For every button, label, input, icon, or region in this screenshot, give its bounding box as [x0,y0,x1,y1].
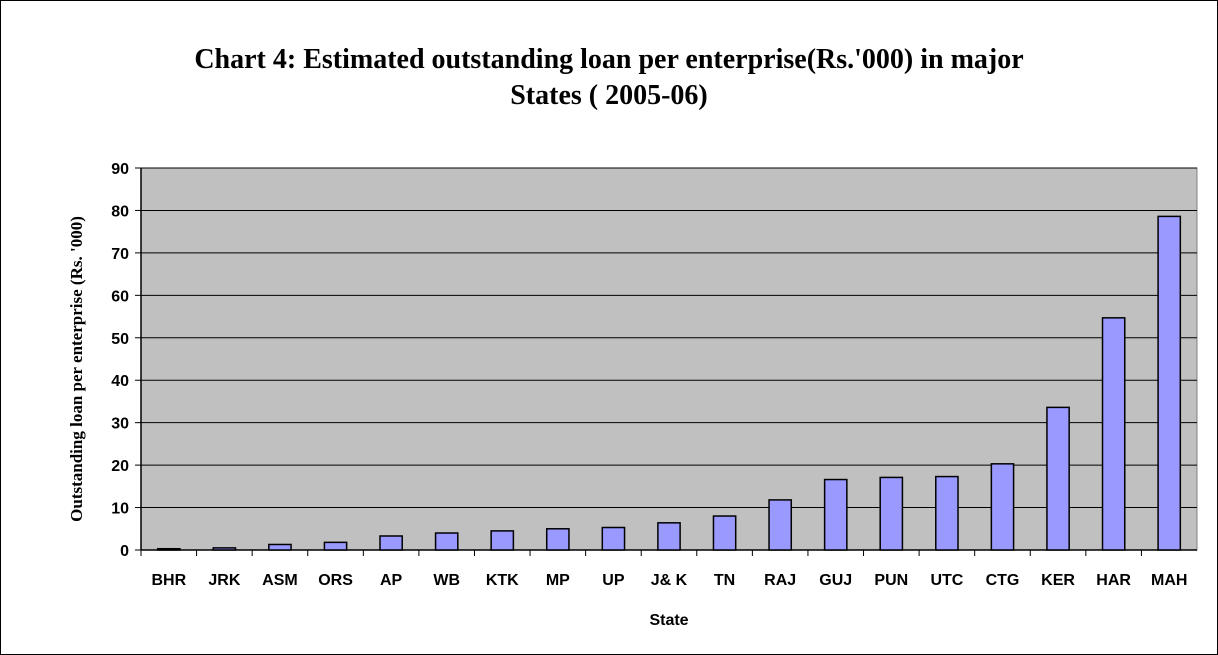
x-tick-label: AP [380,572,403,589]
bar-ker [1046,406,1070,551]
y-tick-labels: 0 10 20 30 40 50 60 70 80 90 [111,161,129,560]
x-tick-label: TN [714,572,735,589]
bar-utc [935,475,959,551]
bar-jrk [212,547,237,551]
x-tick-label: GUJ [819,572,852,589]
bar-ors [323,541,348,551]
bar-tn [712,515,737,551]
x-tick-label: J& K [651,572,688,589]
x-tick-label: BHR [151,572,186,589]
y-tick-label: 80 [111,203,129,220]
bar-ktk [490,530,515,551]
bar-bhr [156,547,181,551]
y-tick-label: 40 [111,373,129,390]
gridlines [135,167,1197,551]
x-tick-label: PUN [874,572,908,589]
y-tick-label: 50 [111,331,129,348]
plot-area [140,167,1198,551]
x-tick-label: JRK [208,572,240,589]
chart-title-line-2: States ( 2005-06) [510,80,708,111]
y-tick-label: 10 [111,501,129,518]
bar-mp [545,528,570,551]
bar-ap [379,535,403,551]
chart-title-line-1: Chart 4: Estimated outstanding loan per … [194,44,1024,75]
x-tick-label: MP [546,572,570,589]
bar-har [1101,317,1126,551]
x-tick-label: UP [602,572,625,589]
bar-asm [268,543,292,551]
y-tick-label: 60 [111,288,129,305]
y-tick-label: 20 [111,458,129,475]
bar-pun [879,476,904,551]
x-tick-label: UTC [930,572,963,589]
y-axis-label: Outstanding loan per enterprise (Rs. '00… [67,216,86,522]
x-tick-label: MAH [1151,572,1187,589]
bar-ctg [990,463,1015,551]
y-tick-label: 70 [111,246,129,263]
x-tick-label: ASM [262,572,298,589]
x-tick-label: RAJ [764,572,796,589]
x-tick-label: CTG [986,572,1020,589]
x-axis-label: State [649,612,688,629]
x-tick-label: ORS [318,572,353,589]
bar-raj [768,499,793,551]
bar-mah [1157,215,1182,551]
y-tick-label: 0 [120,543,129,560]
x-tick-labels: BHR JRK ASM ORS AP WB KTK MP UP J& K TN RAJ GUJ PUN UT… [140,550,1187,589]
bar-guj [823,478,848,551]
bars [156,215,1182,551]
x-tick-label: KTK [486,572,519,589]
x-tick-label: KER [1041,572,1075,589]
x-tick-label: WB [433,572,460,589]
bar-up [601,526,626,551]
chart-title: Chart 4: Estimated outstanding loan per … [0,42,1218,114]
x-tick-label: HAR [1096,572,1131,589]
bar-jk [657,522,681,551]
y-tick-label: 30 [111,416,129,433]
bar-wb [434,532,459,551]
y-tick-label: 90 [111,161,129,178]
